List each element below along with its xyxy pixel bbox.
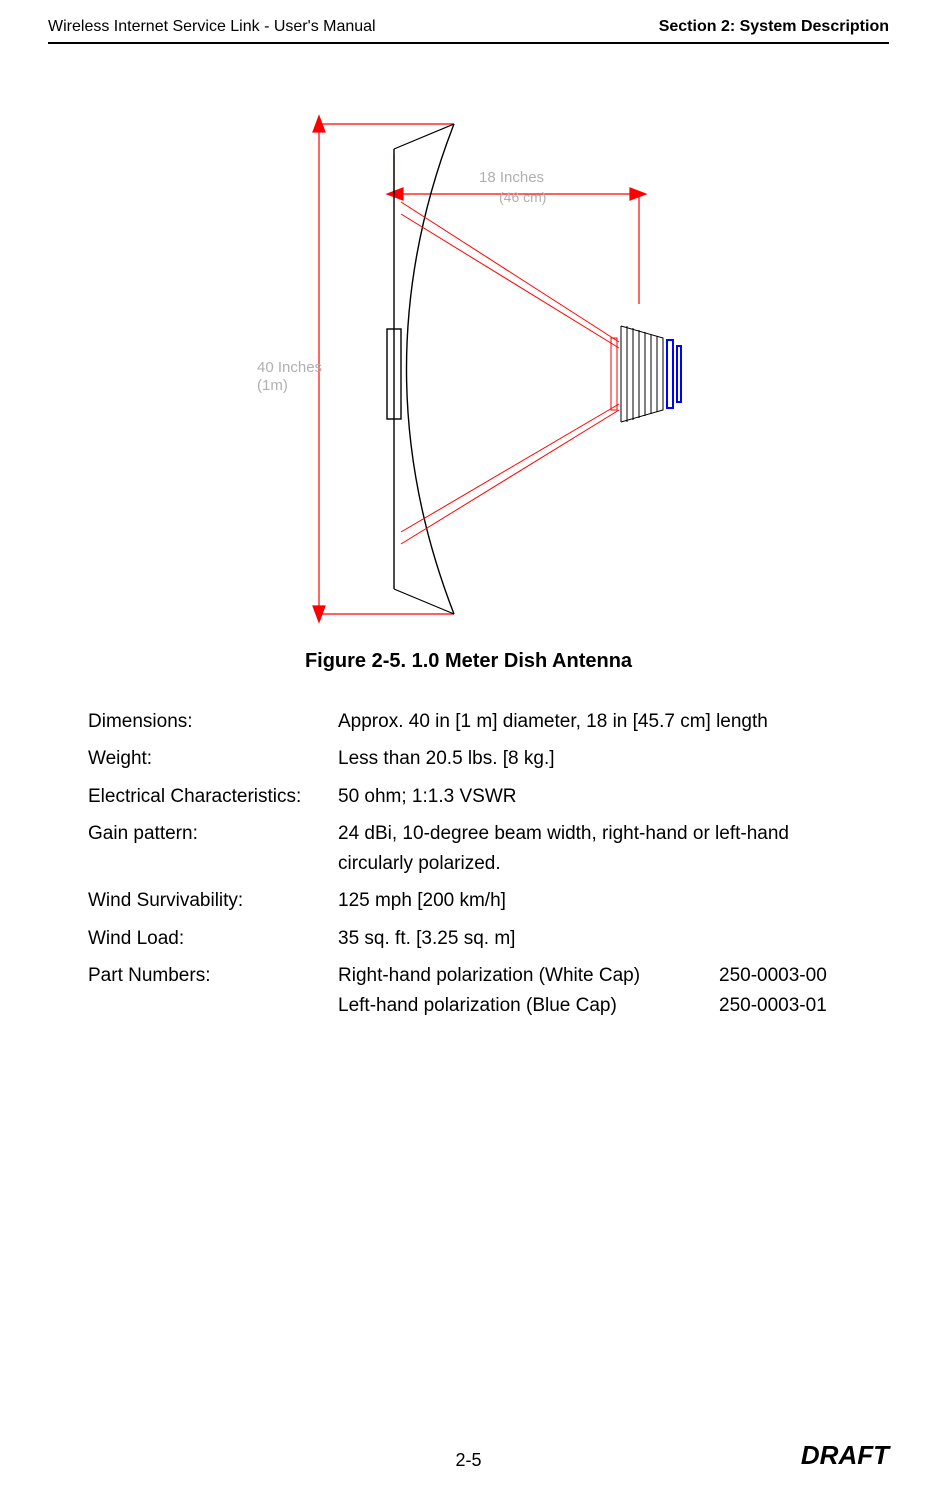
part-numbers-values: Right-hand polarization (White Cap) 250-… bbox=[338, 961, 849, 1020]
antenna-diagram: 40 Inches (1m) 18 Inches (46 cm) bbox=[48, 94, 889, 624]
header-left: Wireless Internet Service Link - User's … bbox=[48, 18, 376, 36]
part-number-num: 250-0003-00 bbox=[719, 961, 849, 990]
part-number-desc: Right-hand polarization (White Cap) bbox=[338, 961, 719, 990]
spec-value: Less than 20.5 lbs. [8 kg.] bbox=[338, 744, 849, 773]
part-number-desc: Left-hand polarization (Blue Cap) bbox=[338, 991, 719, 1020]
width-label: 18 Inches bbox=[479, 169, 544, 186]
width-sublabel: (46 cm) bbox=[499, 189, 546, 205]
spec-row: Wind Survivability: 125 mph [200 km/h] bbox=[88, 886, 849, 915]
page-number: 2-5 bbox=[168, 1450, 769, 1471]
part-number-row: Left-hand polarization (Blue Cap) 250-00… bbox=[338, 991, 849, 1020]
spec-label: Part Numbers: bbox=[88, 961, 338, 1020]
spec-row: Dimensions: Approx. 40 in [1 m] diameter… bbox=[88, 707, 849, 736]
draft-watermark: DRAFT bbox=[801, 1440, 889, 1470]
spec-label: Dimensions: bbox=[88, 707, 338, 736]
spec-row: Gain pattern: 24 dBi, 10-degree beam wid… bbox=[88, 819, 849, 878]
page-footer: 2-5 DRAFT bbox=[48, 1440, 889, 1479]
spec-label: Wind Load: bbox=[88, 924, 338, 953]
spec-value: 125 mph [200 km/h] bbox=[338, 886, 849, 915]
height-label: 40 Inches bbox=[257, 359, 322, 376]
spec-value: 35 sq. ft. [3.25 sq. m] bbox=[338, 924, 849, 953]
spec-table: Dimensions: Approx. 40 in [1 m] diameter… bbox=[88, 707, 849, 1028]
part-number-row: Right-hand polarization (White Cap) 250-… bbox=[338, 961, 849, 990]
spec-label: Weight: bbox=[88, 744, 338, 773]
part-number-num: 250-0003-01 bbox=[719, 991, 849, 1020]
spec-label: Wind Survivability: bbox=[88, 886, 338, 915]
spec-row: Wind Load: 35 sq. ft. [3.25 sq. m] bbox=[88, 924, 849, 953]
part-numbers-row: Part Numbers: Right-hand polarization (W… bbox=[88, 961, 849, 1020]
spec-label: Electrical Characteristics: bbox=[88, 782, 338, 811]
spec-value: Approx. 40 in [1 m] diameter, 18 in [45.… bbox=[338, 707, 849, 736]
spec-value: 50 ohm; 1:1.3 VSWR bbox=[338, 782, 849, 811]
height-sublabel: (1m) bbox=[257, 377, 288, 394]
header-right: Section 2: System Description bbox=[659, 18, 889, 36]
page-header: Wireless Internet Service Link - User's … bbox=[48, 18, 889, 44]
spec-label: Gain pattern: bbox=[88, 819, 338, 878]
figure-caption: Figure 2-5. 1.0 Meter Dish Antenna bbox=[48, 650, 889, 673]
spec-value: 24 dBi, 10-degree beam width, right-hand… bbox=[338, 819, 849, 878]
spec-row: Weight: Less than 20.5 lbs. [8 kg.] bbox=[88, 744, 849, 773]
page: Wireless Internet Service Link - User's … bbox=[0, 0, 937, 1509]
antenna-diagram-svg: 40 Inches (1m) 18 Inches (46 cm) bbox=[209, 94, 729, 624]
spec-row: Electrical Characteristics: 50 ohm; 1:1.… bbox=[88, 782, 849, 811]
